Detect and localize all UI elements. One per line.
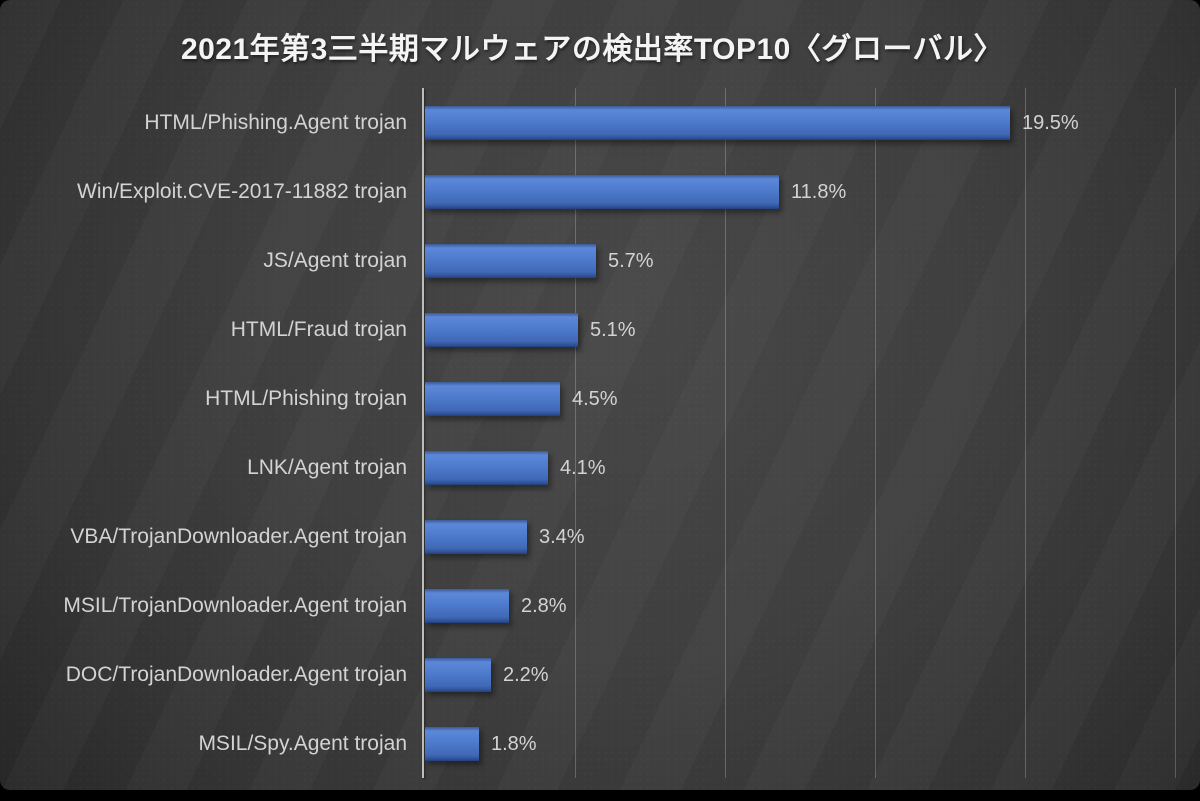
value-label: 4.1% xyxy=(560,456,606,479)
category-label: HTML/Fraud trojan xyxy=(230,317,407,341)
value-label: 5.7% xyxy=(608,249,654,272)
category-label: MSIL/Spy.Agent trojan xyxy=(198,731,407,755)
chart-title: 2021年第3三半期マルウェアの検出率TOP10〈グローバル〉 xyxy=(180,33,1005,66)
value-gridline xyxy=(725,88,726,778)
category-label: HTML/Phishing trojan xyxy=(205,386,407,410)
value-gridline xyxy=(875,88,876,778)
value-label: 11.8% xyxy=(791,180,847,203)
detection-rate-bar xyxy=(425,105,1010,140)
value-label: 1.8% xyxy=(491,732,537,755)
detection-rate-bar xyxy=(425,588,509,623)
detection-rate-bar xyxy=(425,657,491,692)
category-label: DOC/TrojanDownloader.Agent trojan xyxy=(65,662,407,686)
category-label: HTML/Phishing.Agent trojan xyxy=(144,110,407,134)
value-label: 2.8% xyxy=(521,594,567,617)
detection-rate-bar xyxy=(425,312,578,347)
detection-rate-bar xyxy=(425,450,548,485)
category-label: Win/Exploit.CVE-2017-11882 trojan xyxy=(77,179,407,203)
detection-rate-bar xyxy=(425,726,479,761)
category-axis-line xyxy=(422,88,424,778)
detection-rate-bar xyxy=(425,243,596,278)
category-label: JS/Agent trojan xyxy=(263,248,407,272)
value-gridline xyxy=(1025,88,1026,778)
detection-rate-bar xyxy=(425,519,527,554)
value-label: 3.4% xyxy=(539,525,585,548)
category-label: VBA/TrojanDownloader.Agent trojan xyxy=(70,524,407,548)
value-label: 5.1% xyxy=(590,318,636,341)
category-label: LNK/Agent trojan xyxy=(247,455,407,479)
detection-rate-bar xyxy=(425,381,560,416)
category-label: MSIL/TrojanDownloader.Agent trojan xyxy=(63,593,407,617)
value-label: 2.2% xyxy=(503,663,549,686)
value-label: 4.5% xyxy=(572,387,618,410)
detection-rate-bar xyxy=(425,174,779,209)
value-gridline xyxy=(575,88,576,778)
value-gridline xyxy=(1175,88,1176,778)
value-label: 19.5% xyxy=(1022,111,1079,134)
